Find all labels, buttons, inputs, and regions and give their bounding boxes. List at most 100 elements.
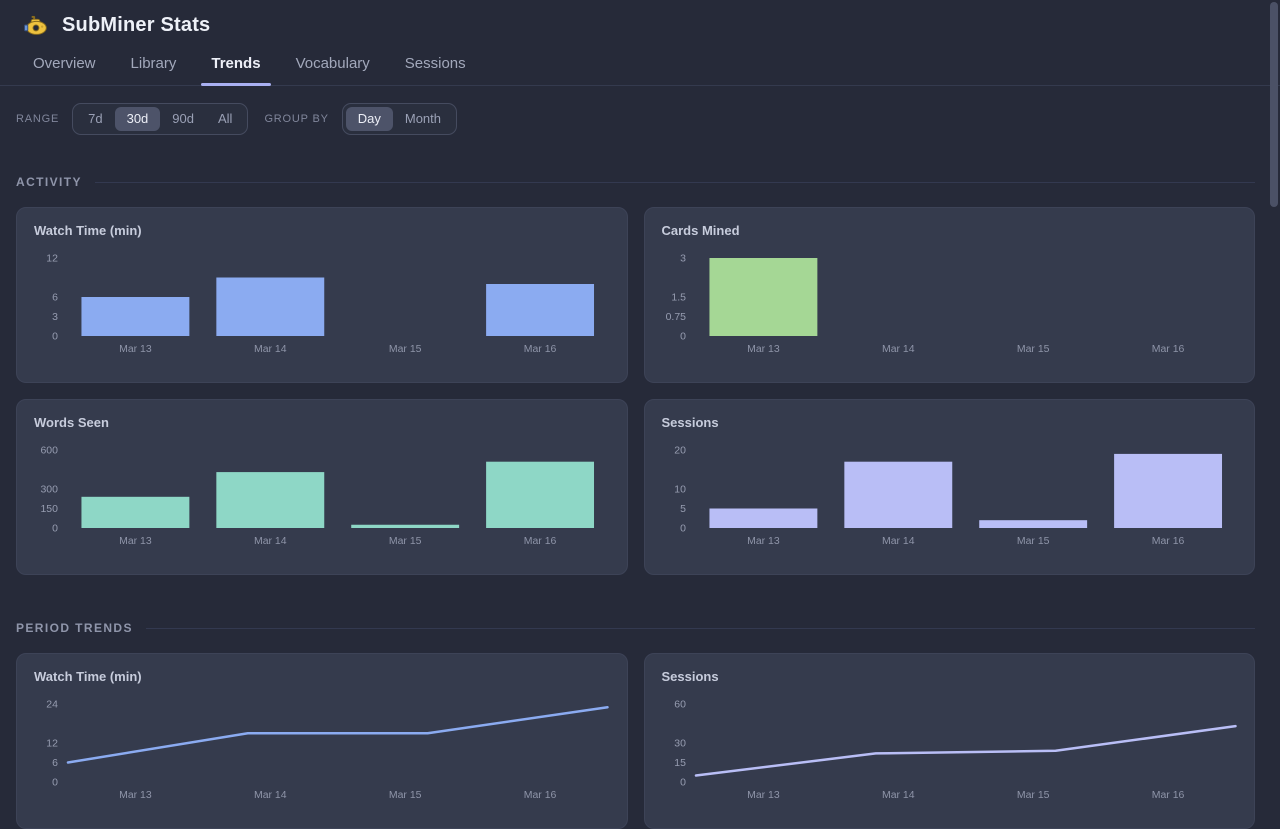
x-category-label: Mar 14 bbox=[254, 790, 287, 801]
section-header-period-trends: PERIOD TRENDS bbox=[16, 621, 1255, 635]
x-category-label: Mar 15 bbox=[1016, 790, 1049, 801]
x-category-label: Mar 14 bbox=[881, 344, 914, 355]
trend-line bbox=[66, 706, 609, 764]
section-label: PERIOD TRENDS bbox=[16, 621, 133, 635]
chart-title: Cards Mined bbox=[661, 223, 740, 238]
chart-title: Watch Time (min) bbox=[34, 669, 142, 684]
chart-title: Watch Time (min) bbox=[34, 223, 142, 238]
bar-mar-13 bbox=[708, 508, 817, 528]
range-option-all[interactable]: All bbox=[206, 107, 244, 131]
bar-mar-16 bbox=[1113, 453, 1222, 528]
x-category-label: Mar 13 bbox=[119, 790, 152, 801]
x-category-label: Mar 15 bbox=[1016, 536, 1049, 547]
bar-mar-15 bbox=[978, 520, 1087, 528]
app-title: SubMiner Stats bbox=[62, 14, 211, 36]
y-tick-label: 0 bbox=[680, 777, 686, 788]
line-chart-sessions: 60 30 15 0 Mar 13 Mar 14 Mar 15 Mar 16 bbox=[674, 699, 1237, 801]
section-divider bbox=[94, 181, 1255, 183]
x-category-label: Mar 15 bbox=[389, 536, 422, 547]
chart-card-words-seen: Words Seen 600 300 150 0 Mar 13 Mar 14 Mar 15 Ma… bbox=[16, 399, 628, 575]
y-tick-label: 0 bbox=[680, 331, 686, 342]
chart-card-sessions: Sessions 20 10 5 0 Mar 13 Mar 14 Mar 15 Mar 16 bbox=[643, 399, 1255, 575]
y-tick-label: 12 bbox=[46, 253, 58, 264]
chart-title: Sessions bbox=[661, 669, 719, 684]
range-option-90d[interactable]: 90d bbox=[160, 107, 206, 131]
y-tick-label: 20 bbox=[674, 445, 686, 456]
section-label: ACTIVITY bbox=[16, 175, 82, 189]
groupby-option-month[interactable]: Month bbox=[393, 107, 453, 131]
bar-mar-14 bbox=[216, 277, 325, 336]
y-tick-label: 15 bbox=[674, 758, 686, 769]
vertical-scrollbar-thumb[interactable] bbox=[1270, 2, 1278, 207]
y-tick-label: 30 bbox=[674, 738, 686, 749]
bar-chart-sessions: 20 10 5 0 Mar 13 Mar 14 Mar 15 Mar 16 bbox=[674, 445, 1222, 547]
groupby-segmented-control: Day Month bbox=[341, 103, 457, 135]
x-category-label: Mar 15 bbox=[389, 344, 422, 355]
bar-chart-words-seen: 600 300 150 0 Mar 13 Mar 14 Mar 15 Mar 16 bbox=[40, 445, 595, 547]
y-tick-label: 150 bbox=[40, 504, 58, 515]
x-category-label: Mar 14 bbox=[881, 536, 914, 547]
chart-card-watch-time-min: Watch Time (min) 24 12 6 0 Mar 13 Mar 14 Mar 15… bbox=[16, 653, 628, 829]
range-option-30d[interactable]: 30d bbox=[114, 107, 161, 131]
filter-controls: RANGE 7d 30d 90d All GROUP BY Day Month bbox=[16, 103, 1264, 135]
x-category-label: Mar 16 bbox=[524, 344, 557, 355]
y-tick-label: 6 bbox=[52, 758, 58, 769]
y-tick-label: 60 bbox=[674, 699, 686, 710]
chart-card-sessions: Sessions 60 30 15 0 Mar 13 Mar 14 Mar 15 Mar 16 bbox=[643, 653, 1255, 829]
groupby-option-day[interactable]: Day bbox=[345, 107, 393, 131]
y-tick-label: 10 bbox=[674, 484, 686, 495]
bar-mar-13 bbox=[81, 496, 190, 528]
range-segmented-control: 7d 30d 90d All bbox=[72, 103, 249, 135]
tab-bar: Overview Library Trends Vocabulary Sessions bbox=[0, 39, 1280, 86]
section-divider bbox=[145, 627, 1255, 629]
tab-overview[interactable]: Overview bbox=[33, 55, 96, 72]
y-tick-label: 0 bbox=[52, 523, 58, 534]
x-category-label: Mar 13 bbox=[747, 790, 780, 801]
x-category-label: Mar 14 bbox=[254, 536, 287, 547]
bar-mar-16 bbox=[486, 461, 595, 528]
bar-chart-cards-mined: 3 1.5 0.75 0 Mar 13 Mar 14 Mar 15 Mar 16 bbox=[665, 253, 1184, 355]
activity-chart-grid: Watch Time (min) 12 6 3 0 Mar 13 Mar 14 Mar 15 M… bbox=[16, 207, 1255, 575]
bar-mar-16 bbox=[486, 284, 595, 336]
chart-title: Sessions bbox=[661, 415, 719, 430]
line-chart-watch-time-min: 24 12 6 0 Mar 13 Mar 14 Mar 15 Mar 16 bbox=[46, 699, 609, 801]
bar-mar-13 bbox=[81, 297, 190, 336]
groupby-label: GROUP BY bbox=[264, 113, 329, 125]
x-category-label: Mar 13 bbox=[747, 344, 780, 355]
y-tick-label: 0 bbox=[680, 523, 686, 534]
tab-vocabulary[interactable]: Vocabulary bbox=[295, 55, 370, 72]
x-category-label: Mar 14 bbox=[881, 790, 914, 801]
y-tick-label: 3 bbox=[680, 253, 686, 264]
y-tick-label: 0.75 bbox=[665, 312, 686, 323]
app-header: SubMiner Stats bbox=[0, 0, 1280, 39]
y-tick-label: 12 bbox=[46, 738, 58, 749]
bar-mar-13 bbox=[708, 258, 817, 336]
x-category-label: Mar 16 bbox=[1151, 790, 1184, 801]
x-category-label: Mar 13 bbox=[747, 536, 780, 547]
tab-library[interactable]: Library bbox=[130, 55, 177, 72]
y-tick-label: 6 bbox=[52, 292, 58, 303]
x-category-label: Mar 15 bbox=[1016, 344, 1049, 355]
bar-mar-14 bbox=[216, 472, 325, 528]
y-tick-label: 3 bbox=[52, 312, 58, 323]
x-category-label: Mar 14 bbox=[254, 344, 287, 355]
chart-title: Words Seen bbox=[34, 415, 109, 430]
section-header-activity: ACTIVITY bbox=[16, 175, 1255, 189]
x-category-label: Mar 16 bbox=[524, 790, 557, 801]
y-tick-label: 600 bbox=[40, 445, 58, 456]
x-category-label: Mar 16 bbox=[524, 536, 557, 547]
tab-sessions[interactable]: Sessions bbox=[404, 55, 466, 72]
x-category-label: Mar 16 bbox=[1151, 344, 1184, 355]
bar-chart-watch-time-min: 12 6 3 0 Mar 13 Mar 14 Mar 15 Mar 16 bbox=[46, 253, 595, 355]
y-tick-label: 0 bbox=[52, 777, 58, 788]
x-category-label: Mar 13 bbox=[119, 536, 152, 547]
x-category-label: Mar 13 bbox=[119, 344, 152, 355]
y-tick-label: 24 bbox=[46, 699, 58, 710]
range-option-7d[interactable]: 7d bbox=[76, 107, 114, 131]
y-tick-label: 5 bbox=[680, 504, 686, 515]
period-trends-chart-grid: Watch Time (min) 24 12 6 0 Mar 13 Mar 14 Mar 15… bbox=[16, 653, 1255, 829]
y-tick-label: 300 bbox=[40, 484, 58, 495]
y-tick-label: 0 bbox=[52, 331, 58, 342]
range-label: RANGE bbox=[16, 113, 60, 125]
tab-trends[interactable]: Trends bbox=[201, 48, 271, 86]
